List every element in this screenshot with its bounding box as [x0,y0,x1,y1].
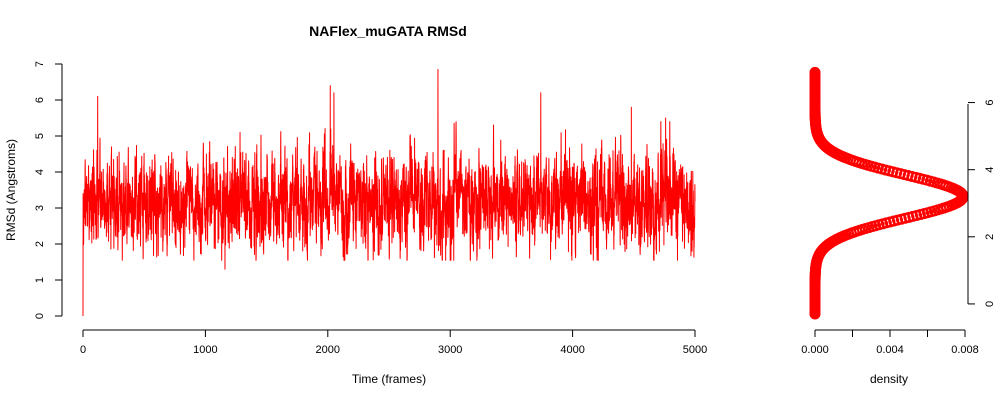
chart-title: NAFlex_muGATA RMSd [309,23,467,39]
y-tick-label: 7 [34,61,46,67]
x-axis-ticks: 0 1000 2000 3000 4000 5000 [80,330,707,356]
y-tick-label: 1 [34,277,46,283]
density-x-tick-label: 0.000 [801,344,829,356]
y-tick-label: 5 [34,133,46,139]
density-y-tick-label: 0 [984,301,996,307]
density-x-axis-title: density [870,372,908,386]
y-tick-label: 0 [34,313,46,319]
density-x-tick-label: 0.004 [876,344,904,356]
y-tick-label: 4 [34,169,46,175]
density-x-axis-ticks: 0.000 0.004 0.008 [801,330,979,356]
density-y-axis-ticks: 0 2 4 6 [968,99,996,307]
density-y-tick-label: 6 [984,99,996,105]
rmsd-series-line [82,68,696,317]
x-tick-label: 4000 [560,344,584,356]
density-y-tick-label: 2 [984,234,996,240]
density-panel: 0.000 0.004 0.008 0 2 4 6 density [801,66,996,386]
y-tick-label: 3 [34,205,46,211]
x-tick-label: 2000 [316,344,340,356]
x-tick-label: 1000 [193,344,217,356]
y-tick-label: 2 [34,241,46,247]
time-series-panel: 0 1000 2000 3000 4000 5000 0 1 2 3 4 5 6 7 Time (fra… [4,61,707,386]
density-y-tick-label: 4 [984,167,996,173]
x-tick-label: 0 [80,344,86,356]
density-point [809,66,821,78]
y-tick-label: 6 [34,97,46,103]
x-tick-label: 3000 [438,344,462,356]
y-axis-title: RMSd (Angstroms) [4,139,18,241]
y-axis-ticks: 0 1 2 3 4 5 6 7 [34,61,62,319]
density-x-tick-label: 0.008 [951,344,979,356]
x-axis-title: Time (frames) [352,372,426,386]
x-tick-label: 5000 [683,344,707,356]
density-curve [809,66,969,320]
